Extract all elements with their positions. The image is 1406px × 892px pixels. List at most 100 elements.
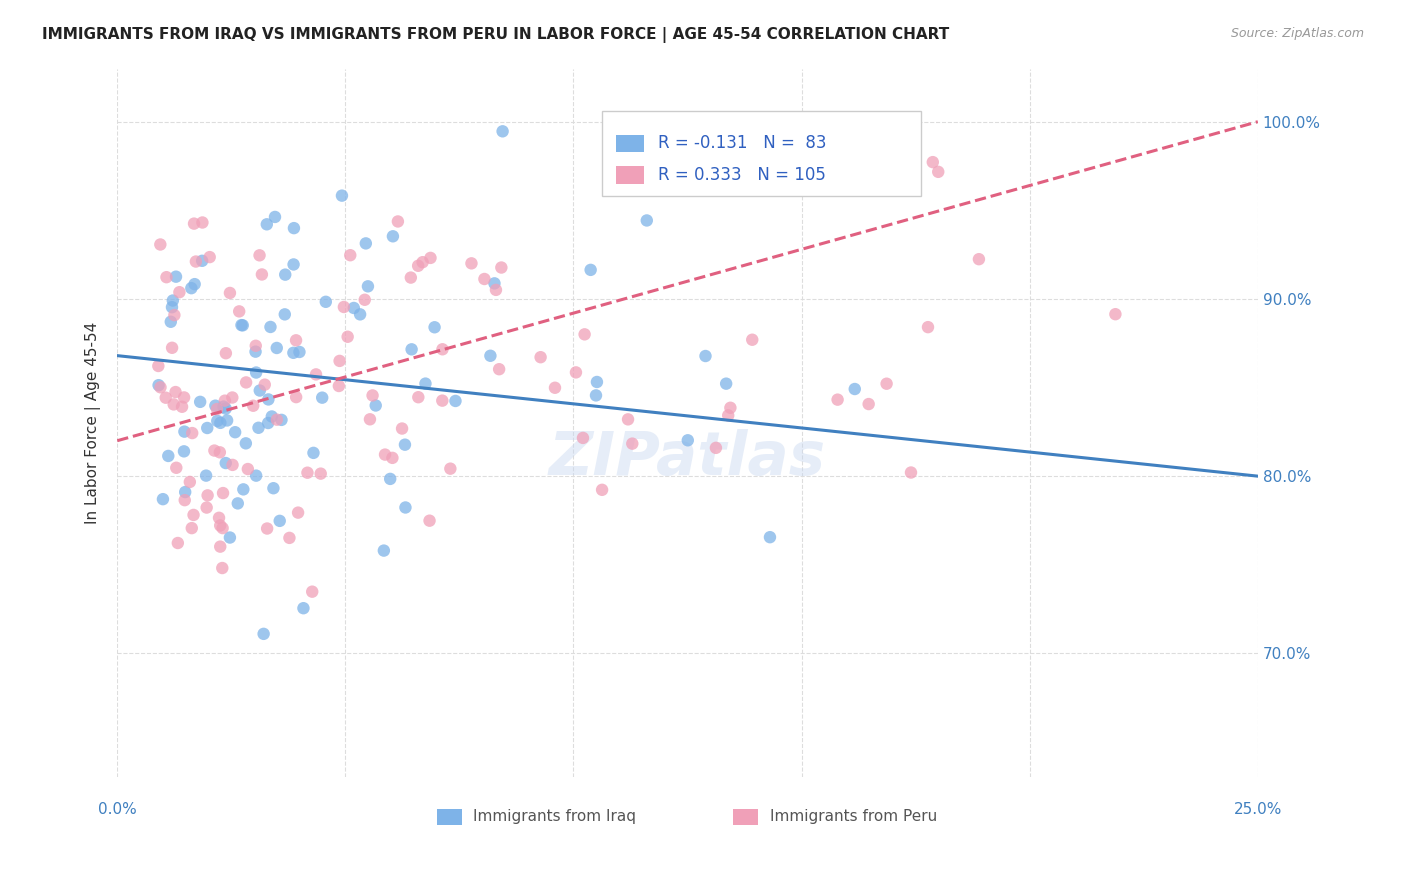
Point: [208, 511, 231, 525]
Point: [209, 518, 232, 533]
Point: [283, 221, 305, 235]
Point: [195, 421, 218, 435]
Point: [714, 376, 737, 391]
Point: [269, 514, 291, 528]
Point: [155, 270, 177, 285]
Point: [759, 530, 782, 544]
Point: [353, 293, 375, 307]
Point: [245, 468, 267, 483]
Point: [202, 443, 225, 458]
Point: [288, 345, 311, 359]
Point: [419, 514, 441, 528]
Point: [209, 416, 232, 430]
Point: [432, 393, 454, 408]
Point: [173, 391, 195, 405]
Point: [921, 155, 943, 169]
Point: [242, 399, 264, 413]
Point: [250, 268, 273, 282]
Text: Immigrants from Peru: Immigrants from Peru: [769, 809, 936, 824]
Point: [183, 277, 205, 292]
Point: [184, 254, 207, 268]
Point: [361, 388, 384, 402]
Point: [401, 343, 423, 357]
Point: [257, 416, 280, 430]
Point: [219, 531, 242, 545]
Point: [585, 388, 607, 402]
Point: [204, 399, 226, 413]
Point: [215, 346, 238, 360]
Point: [205, 402, 228, 417]
Text: R = -0.131   N =  83: R = -0.131 N = 83: [658, 135, 827, 153]
Point: [149, 237, 172, 252]
Point: [208, 445, 231, 459]
Point: [166, 536, 188, 550]
Point: [408, 390, 430, 404]
Point: [245, 344, 267, 359]
Text: ZIPatlas: ZIPatlas: [548, 429, 827, 488]
Point: [191, 215, 214, 229]
Point: [260, 409, 283, 424]
Point: [328, 379, 350, 393]
Point: [283, 257, 305, 271]
Point: [460, 256, 482, 270]
Text: 25.0%: 25.0%: [1233, 802, 1282, 817]
Point: [391, 421, 413, 435]
Text: Source: ZipAtlas.com: Source: ZipAtlas.com: [1230, 27, 1364, 40]
Point: [329, 354, 352, 368]
Point: [249, 248, 271, 262]
Point: [415, 376, 437, 391]
Point: [180, 521, 202, 535]
Point: [155, 391, 177, 405]
Point: [474, 272, 496, 286]
Point: [381, 450, 404, 465]
Point: [148, 359, 170, 373]
Point: [704, 441, 727, 455]
Point: [617, 412, 640, 426]
Point: [301, 584, 323, 599]
Point: [191, 253, 214, 268]
Point: [439, 461, 461, 475]
Point: [374, 448, 396, 462]
Point: [695, 349, 717, 363]
Point: [491, 124, 513, 138]
Point: [163, 308, 186, 322]
Point: [858, 397, 880, 411]
Point: [235, 436, 257, 450]
Point: [183, 508, 205, 522]
Point: [209, 540, 232, 554]
Point: [214, 393, 236, 408]
Point: [152, 492, 174, 507]
Point: [188, 395, 211, 409]
Text: 0.0%: 0.0%: [98, 802, 136, 817]
Point: [676, 434, 699, 448]
Point: [419, 251, 441, 265]
Point: [221, 458, 243, 472]
Point: [274, 268, 297, 282]
Point: [207, 414, 229, 428]
Point: [394, 438, 416, 452]
Point: [579, 263, 602, 277]
Point: [198, 250, 221, 264]
Point: [343, 301, 366, 315]
Point: [266, 341, 288, 355]
Point: [215, 456, 238, 470]
Point: [565, 365, 588, 379]
Point: [180, 281, 202, 295]
Bar: [616, 166, 644, 184]
Point: [917, 320, 939, 334]
Point: [256, 522, 278, 536]
Point: [253, 377, 276, 392]
Point: [380, 472, 402, 486]
Point: [179, 475, 201, 489]
Point: [163, 397, 186, 411]
Point: [211, 561, 233, 575]
Point: [181, 426, 204, 441]
Point: [373, 543, 395, 558]
Point: [221, 391, 243, 405]
Point: [217, 413, 239, 427]
Point: [717, 409, 740, 423]
Point: [491, 260, 513, 275]
Point: [399, 270, 422, 285]
Point: [262, 481, 284, 495]
Point: [333, 300, 356, 314]
